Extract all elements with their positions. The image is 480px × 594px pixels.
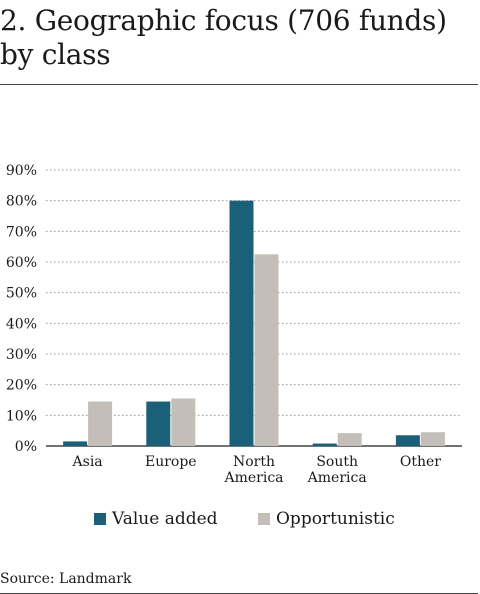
legend-item-opportunistic: Opportunistic xyxy=(258,508,395,530)
source-note: Source: Landmark xyxy=(0,571,132,587)
y-tick-label: 80% xyxy=(6,194,37,210)
legend: Value added Opportunistic xyxy=(0,508,480,532)
x-tick-label: America xyxy=(307,470,367,486)
bar-opportunistic xyxy=(254,254,279,446)
x-tick-label: America xyxy=(223,470,283,486)
x-tick-label: Other xyxy=(400,454,441,470)
legend-label-value-added: Value added xyxy=(112,509,218,529)
y-tick-label: 50% xyxy=(6,286,37,302)
bar-value-added xyxy=(312,443,337,446)
y-tick-label: 60% xyxy=(6,255,37,271)
x-tick-label: South xyxy=(316,454,358,470)
bar-value-added xyxy=(395,435,420,446)
bar-chart: 0% 10% 20% 30% 40% 50% 60% 70% 80% 90% Asia Europe N… xyxy=(6,163,462,486)
y-tick-label: 90% xyxy=(6,163,37,179)
legend-label-opportunistic: Opportunistic xyxy=(276,509,395,529)
y-tick-label: 40% xyxy=(6,316,37,332)
legend-swatch-value-added xyxy=(94,513,106,525)
bar-value-added xyxy=(63,441,88,446)
x-tick-label: North xyxy=(233,454,275,470)
bar-opportunistic xyxy=(171,398,196,446)
y-tick-label: 70% xyxy=(6,224,37,240)
bar-opportunistic xyxy=(88,401,113,446)
x-tick-label: Asia xyxy=(72,454,103,470)
y-tick-label: 30% xyxy=(6,347,37,363)
legend-item-value-added: Value added xyxy=(94,508,218,530)
bar-value-added xyxy=(146,401,171,446)
y-tick-label: 20% xyxy=(6,378,37,394)
x-tick-label: Europe xyxy=(145,454,197,470)
title-divider xyxy=(0,84,478,85)
bar-value-added xyxy=(229,200,254,446)
y-tick-label: 10% xyxy=(6,408,37,424)
bar-opportunistic xyxy=(420,432,445,446)
y-tick-label: 0% xyxy=(15,439,37,455)
bar-opportunistic xyxy=(337,433,362,446)
chart-title: 2. Geographic focus (706 funds) by class xyxy=(0,4,447,71)
legend-swatch-opportunistic xyxy=(258,513,270,525)
